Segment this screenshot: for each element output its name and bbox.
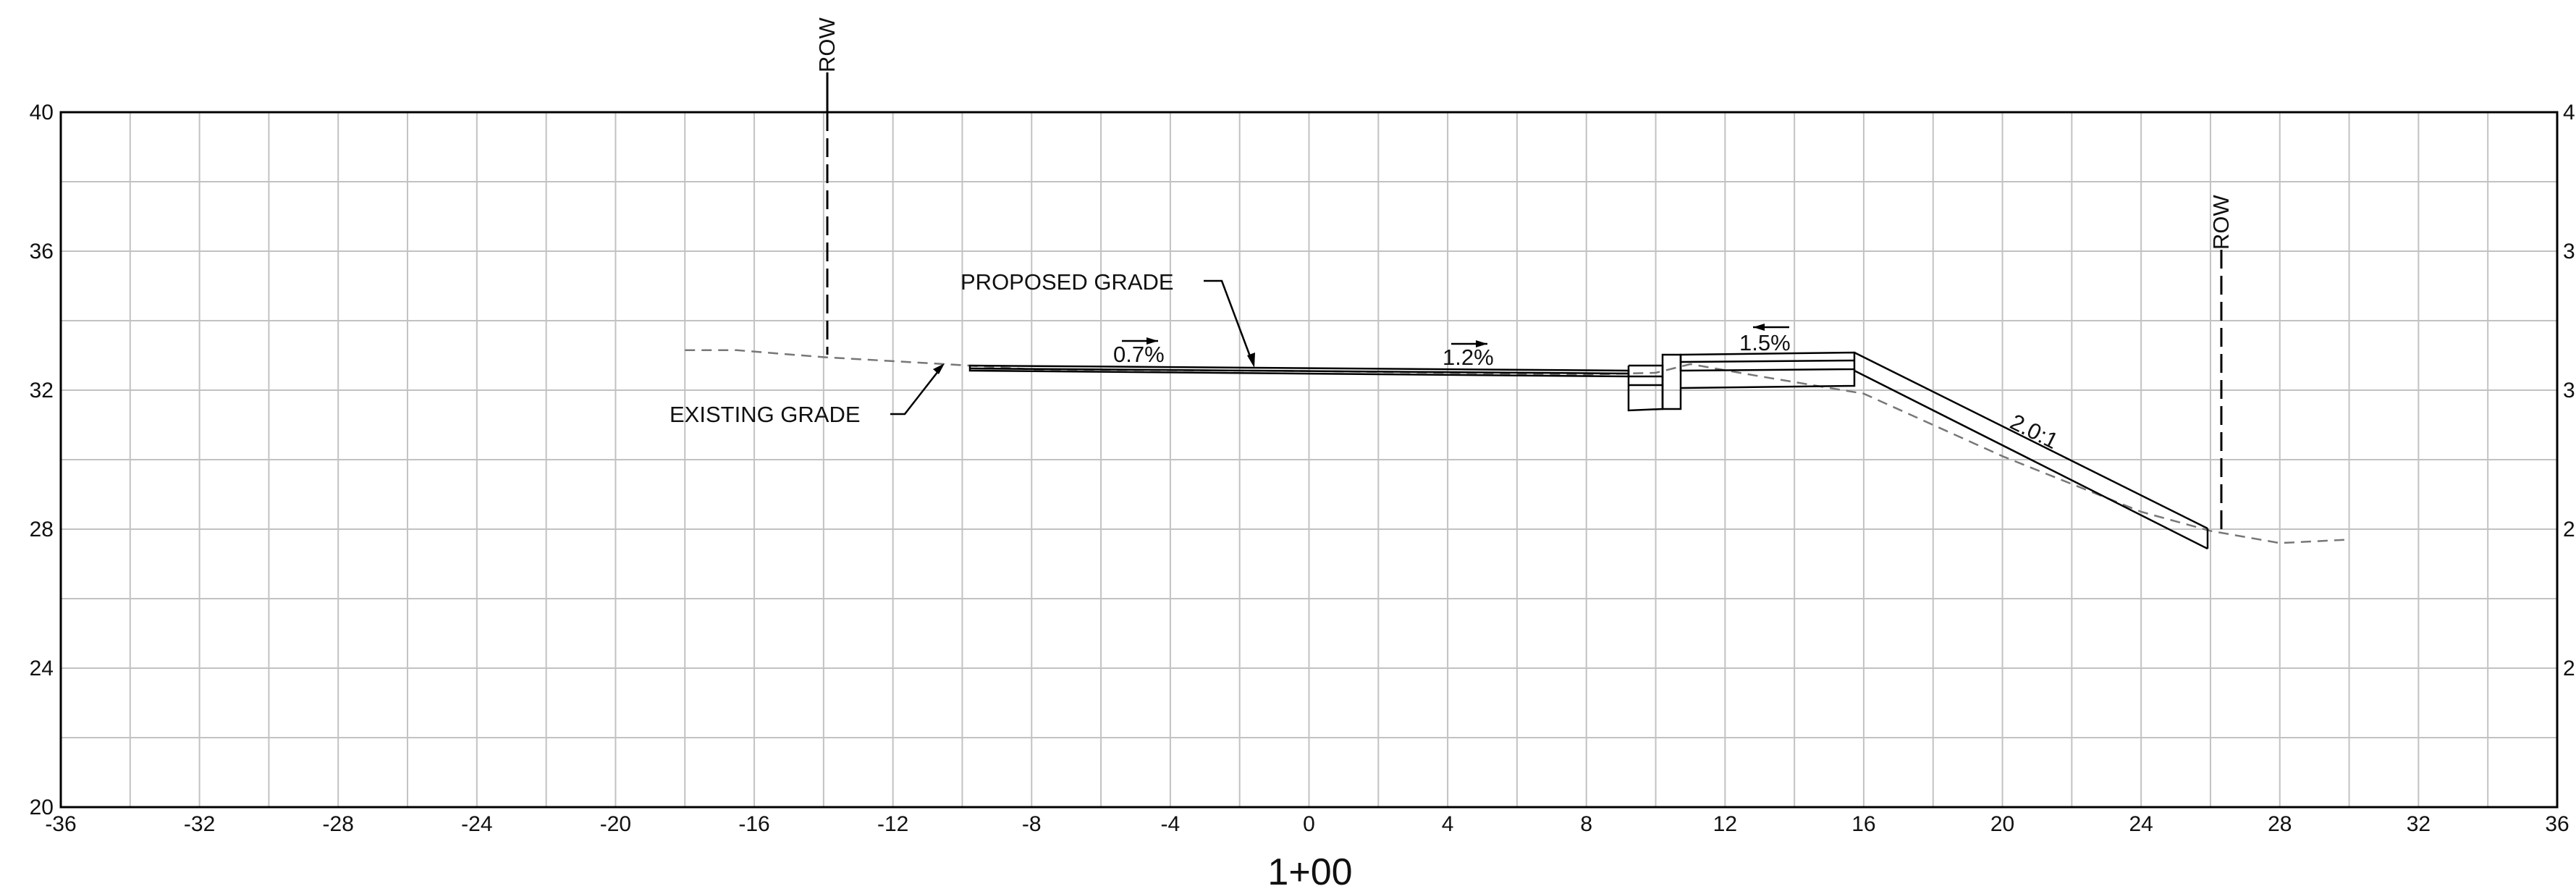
x-tick-label: -8 — [1022, 812, 1042, 836]
sidewalk-layer-line — [1680, 359, 1855, 363]
y-axis-ticks-left: 20 24 28 32 36 40 — [30, 101, 54, 819]
x-tick-label: -4 — [1161, 812, 1181, 836]
proposed-grade-leader — [1204, 279, 1254, 363]
slope-arrowhead-0-7 — [1146, 337, 1158, 345]
proposed-grade-label: PROPOSED GRADE — [960, 269, 1174, 295]
x-tick-label: -24 — [461, 812, 492, 836]
slope-arrowhead-1-2 — [1476, 340, 1487, 347]
x-tick-label: 0 — [1303, 812, 1315, 836]
slope-text-0-7: 0.7% — [1113, 342, 1165, 367]
y-tick-label-right: 2 — [2563, 518, 2575, 541]
existing-grade-label: EXISTING GRADE — [670, 402, 861, 427]
x-tick-label: -36 — [45, 812, 76, 836]
row-label-right: ROW — [2208, 195, 2234, 250]
y-tick-label-right: 2 — [2563, 657, 2575, 680]
existing-grade-line — [685, 349, 2349, 544]
x-tick-label: 8 — [1580, 812, 1592, 836]
x-tick-label: -16 — [738, 812, 769, 836]
x-axis-ticks: -36 -32 -28 -24 -20 -16 -12 -8 -4 0 4 8 12 16 20 24 28 32… — [45, 812, 2569, 836]
proposed-section — [968, 351, 2209, 550]
y-tick-label-left: 32 — [30, 379, 54, 402]
x-tick-label: 24 — [2129, 812, 2153, 836]
x-tick-label: -28 — [323, 812, 354, 836]
x-tick-label: -20 — [600, 812, 631, 836]
grid — [61, 112, 2557, 807]
existing-grade-arrowhead — [933, 363, 945, 374]
slope-label-0-7: 0.7% — [1113, 337, 1165, 367]
proposed-grade-callout: PROPOSED GRADE — [960, 269, 1255, 368]
y-tick-label-left: 28 — [30, 518, 54, 541]
slope-arrowhead-1-5 — [1753, 324, 1765, 331]
existing-grade-callout: EXISTING GRADE — [670, 363, 945, 427]
y-tick-label-right: 4 — [2563, 101, 2575, 125]
slope-label-1-5: 1.5% — [1739, 324, 1791, 355]
side-slope-bottom — [1854, 369, 2208, 550]
slope-label-1-2: 1.2% — [1443, 340, 1494, 370]
plot-border — [59, 111, 2559, 809]
x-tick-label: 12 — [1713, 812, 1737, 836]
sidewalk-base — [1680, 369, 1856, 389]
x-tick-label: -12 — [877, 812, 908, 836]
x-tick-label: -32 — [184, 812, 215, 836]
x-tick-label: 16 — [1851, 812, 1875, 836]
curb-wall — [1661, 353, 1682, 410]
y-tick-label-left: 20 — [30, 796, 54, 819]
x-tick-label: 36 — [2545, 812, 2569, 836]
x-tick-label: 4 — [1442, 812, 1454, 836]
slope-text-1-5: 1.5% — [1739, 330, 1791, 355]
x-tick-label: 32 — [2407, 812, 2431, 836]
row-label-left: ROW — [814, 17, 840, 73]
slope-text-1-2: 1.2% — [1443, 345, 1494, 370]
side-slope-top — [1854, 351, 2208, 530]
y-axis-ticks-right: 2 2 3 3 4 — [2563, 101, 2575, 680]
slope-text-2-1: 2.0:1 — [2006, 409, 2062, 454]
station-label: 1+00 — [1267, 851, 1352, 893]
x-tick-label: 28 — [2268, 812, 2292, 836]
pavement-layer-line — [969, 367, 1629, 375]
x-tick-label: 20 — [1990, 812, 2014, 836]
proposed-grade-arrowhead — [1247, 353, 1255, 368]
y-tick-label-right: 3 — [2563, 379, 2575, 402]
y-tick-label-left: 36 — [30, 240, 54, 263]
y-tick-label-left: 24 — [30, 657, 54, 680]
existing-grade-leader — [890, 367, 942, 416]
y-tick-label-left: 40 — [30, 101, 54, 125]
y-tick-label-right: 3 — [2563, 240, 2575, 263]
